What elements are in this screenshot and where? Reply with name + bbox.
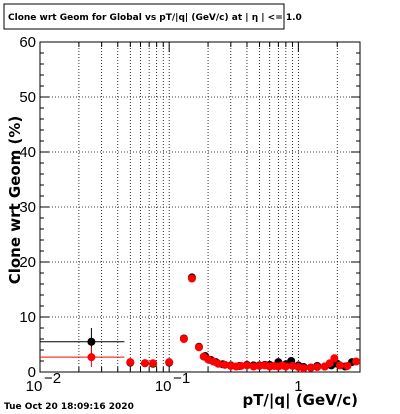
- y-tick-label: 50: [19, 89, 36, 106]
- data-point: [335, 361, 344, 370]
- data-point: [179, 335, 188, 343]
- x-tick-labels: 10 −2 10 −1 1: [26, 370, 303, 395]
- data-point: [330, 354, 339, 363]
- data-point: [313, 363, 322, 372]
- title-box: [3, 3, 285, 30]
- x-tick-exponent: −1: [173, 370, 190, 387]
- data-point: [87, 337, 96, 346]
- data-point: [126, 358, 135, 367]
- chart-title: Clone wrt Geom for Global vs pT/|q| (GeV…: [8, 13, 302, 23]
- y-tick-label: 60: [19, 34, 36, 51]
- y-tick-label: 30: [19, 199, 36, 216]
- data-point: [214, 359, 223, 368]
- x-tick-label: 10: [26, 378, 43, 395]
- x-axis-title: pT/|q| (GeV/c): [242, 391, 358, 410]
- series-red: [40, 274, 361, 373]
- data-point: [299, 364, 308, 373]
- data-point: [242, 361, 251, 370]
- data-point: [237, 361, 246, 370]
- grid-lines: [40, 42, 360, 372]
- data-point: [149, 359, 158, 368]
- data-point: [87, 353, 96, 362]
- footer-timestamp: Tue Oct 20 18:09:16 2020: [4, 402, 134, 412]
- data-point: [220, 360, 229, 369]
- data-point: [343, 361, 352, 370]
- x-tick-label: 10: [155, 378, 172, 395]
- data-point: [288, 361, 297, 370]
- data-point: [165, 358, 174, 367]
- data-point: [194, 343, 203, 352]
- data-point: [187, 274, 196, 283]
- y-axis-title: Clone wrt Geom (%): [6, 116, 24, 285]
- y-tick-label: 20: [19, 254, 36, 271]
- y-tick-label: 40: [19, 144, 36, 161]
- data-point: [249, 362, 258, 371]
- data-point: [281, 362, 290, 371]
- data-point: [306, 363, 315, 372]
- data-point: [352, 357, 361, 366]
- x-tick-exponent: −2: [44, 370, 61, 387]
- data-point: [141, 359, 150, 368]
- y-tick-label: 10: [19, 309, 36, 326]
- y-tick-label: 0: [28, 364, 36, 381]
- data-series: [40, 273, 361, 373]
- y-tick-labels: 0 10 20 30 40 50 60: [19, 34, 36, 381]
- x-tick-label: 1: [294, 378, 302, 395]
